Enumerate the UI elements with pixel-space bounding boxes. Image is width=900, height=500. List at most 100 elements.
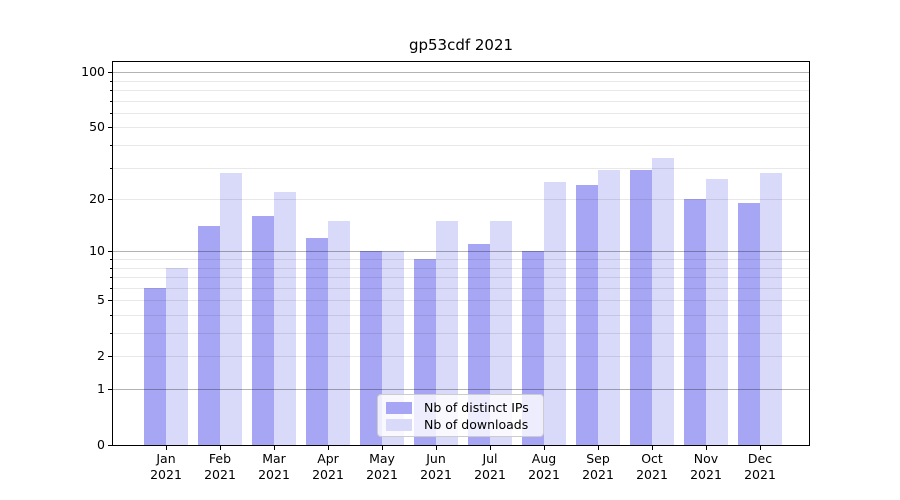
y-tick bbox=[108, 72, 112, 73]
month-label: May bbox=[369, 451, 395, 466]
minor-gridline bbox=[113, 268, 809, 269]
y-minor-tick bbox=[110, 145, 112, 146]
y-tick-label: 2 bbox=[97, 348, 105, 364]
x-tick bbox=[490, 446, 491, 450]
bar-distinct-ips-oct bbox=[630, 170, 652, 445]
bar-distinct-ips-dec bbox=[738, 203, 760, 445]
year-label: 2021 bbox=[636, 467, 668, 482]
bar-distinct-ips-may bbox=[360, 251, 382, 445]
x-tick-label-jul: Jul 2021 bbox=[460, 451, 520, 483]
month-label: Dec bbox=[747, 451, 773, 466]
y-minor-tick bbox=[110, 168, 112, 169]
minor-gridline bbox=[113, 333, 809, 334]
y-minor-tick bbox=[110, 268, 112, 269]
bar-distinct-ips-feb bbox=[198, 226, 220, 445]
major-gridline bbox=[113, 72, 809, 73]
x-tick bbox=[652, 446, 653, 450]
y-minor-tick bbox=[110, 90, 112, 91]
x-tick-label-dec: Dec 2021 bbox=[730, 451, 790, 483]
bar-downloads-mar bbox=[274, 191, 296, 445]
minor-gridline bbox=[113, 300, 809, 301]
bar-distinct-ips-nov bbox=[684, 199, 706, 445]
month-label: Feb bbox=[208, 451, 232, 466]
y-minor-tick bbox=[110, 127, 112, 128]
y-minor-tick bbox=[110, 315, 112, 316]
x-tick bbox=[598, 446, 599, 450]
minor-gridline bbox=[113, 199, 809, 200]
x-tick bbox=[760, 446, 761, 450]
bar-downloads-aug bbox=[544, 181, 566, 445]
x-tick-label-jun: Jun 2021 bbox=[406, 451, 466, 483]
month-label: Jan bbox=[156, 451, 176, 466]
year-label: 2021 bbox=[312, 467, 344, 482]
y-minor-tick bbox=[110, 199, 112, 200]
y-tick bbox=[108, 445, 112, 446]
bar-distinct-ips-jan bbox=[144, 287, 166, 445]
minor-gridline bbox=[113, 145, 809, 146]
y-minor-tick bbox=[110, 113, 112, 114]
x-tick-label-oct: Oct 2021 bbox=[622, 451, 682, 483]
year-label: 2021 bbox=[420, 467, 452, 482]
major-gridline bbox=[113, 251, 809, 252]
year-label: 2021 bbox=[690, 467, 722, 482]
month-label: Jul bbox=[482, 451, 498, 466]
x-tick-label-feb: Feb 2021 bbox=[190, 451, 250, 483]
month-label: Oct bbox=[641, 451, 663, 466]
bar-downloads-nov bbox=[706, 178, 728, 445]
minor-gridline bbox=[113, 277, 809, 278]
minor-gridline bbox=[113, 113, 809, 114]
x-tick bbox=[220, 446, 221, 450]
month-label: Mar bbox=[262, 451, 286, 466]
month-label: Jun bbox=[426, 451, 446, 466]
x-tick-label-jan: Jan 2021 bbox=[136, 451, 196, 483]
legend: Nb of distinct IPs Nb of downloads bbox=[377, 394, 544, 437]
minor-gridline bbox=[113, 101, 809, 102]
year-label: 2021 bbox=[582, 467, 614, 482]
y-tick-label: 5 bbox=[97, 292, 105, 308]
minor-gridline bbox=[113, 81, 809, 82]
minor-gridline bbox=[113, 168, 809, 169]
month-label: Apr bbox=[317, 451, 339, 466]
month-label: Sep bbox=[586, 451, 610, 466]
x-tick-label-nov: Nov 2021 bbox=[676, 451, 736, 483]
minor-gridline bbox=[113, 315, 809, 316]
y-minor-tick bbox=[110, 300, 112, 301]
legend-swatch bbox=[386, 418, 412, 431]
y-tick-label: 20 bbox=[89, 190, 105, 206]
legend-entry-downloads: Nb of downloads bbox=[386, 416, 543, 433]
minor-gridline bbox=[113, 127, 809, 128]
x-tick-label-aug: Aug 2021 bbox=[514, 451, 574, 483]
year-label: 2021 bbox=[150, 467, 182, 482]
x-tick bbox=[166, 446, 167, 450]
minor-gridline bbox=[113, 259, 809, 260]
y-tick bbox=[108, 251, 112, 252]
x-tick-label-apr: Apr 2021 bbox=[298, 451, 358, 483]
bar-downloads-dec bbox=[760, 173, 782, 445]
bar-downloads-feb bbox=[220, 173, 242, 445]
y-minor-tick bbox=[110, 288, 112, 289]
x-tick bbox=[382, 446, 383, 450]
bar-downloads-oct bbox=[652, 157, 674, 445]
month-label: Nov bbox=[693, 451, 719, 466]
year-label: 2021 bbox=[204, 467, 236, 482]
plot-area bbox=[112, 61, 810, 446]
y-minor-tick bbox=[110, 277, 112, 278]
x-tick bbox=[436, 446, 437, 450]
month-label: Aug bbox=[531, 451, 557, 466]
x-tick-label-sep: Sep 2021 bbox=[568, 451, 628, 483]
minor-gridline bbox=[113, 288, 809, 289]
y-tick bbox=[108, 389, 112, 390]
y-minor-tick bbox=[110, 81, 112, 82]
minor-gridline bbox=[113, 90, 809, 91]
minor-gridline bbox=[113, 356, 809, 357]
legend-label: Nb of downloads bbox=[424, 417, 529, 432]
x-tick bbox=[274, 446, 275, 450]
bar-downloads-sep bbox=[598, 170, 620, 445]
bar-distinct-ips-apr bbox=[306, 237, 328, 445]
year-label: 2021 bbox=[258, 467, 290, 482]
legend-swatch bbox=[386, 401, 412, 414]
legend-label: Nb of distinct IPs bbox=[424, 400, 529, 415]
year-label: 2021 bbox=[744, 467, 776, 482]
legend-entry-distinct-ips: Nb of distinct IPs bbox=[386, 399, 543, 416]
